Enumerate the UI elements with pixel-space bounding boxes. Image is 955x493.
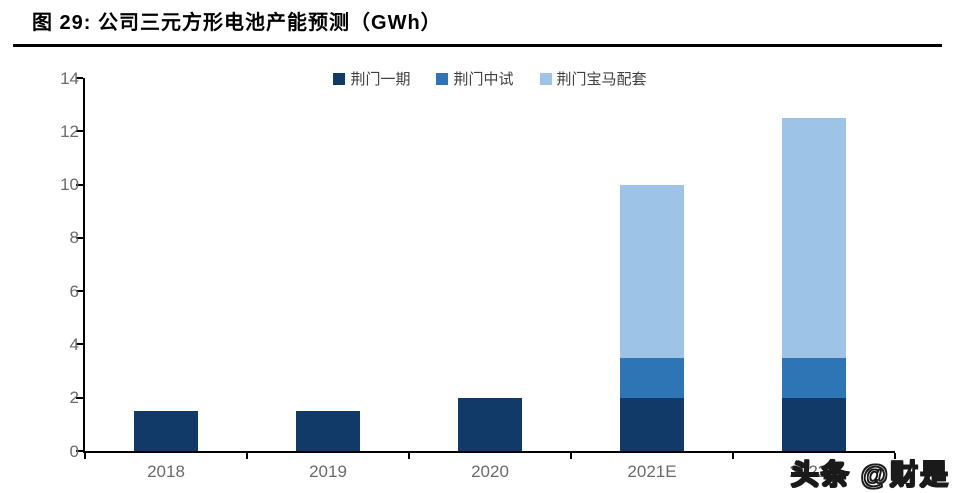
bar-segment-荆门中试 <box>782 357 846 398</box>
bar-stack-2021E <box>620 184 684 451</box>
x-axis-category-label: 2022E <box>789 462 839 481</box>
x-axis-tick <box>570 453 572 459</box>
figure-title: 图 29: 公司三元方形电池产能预测（GWh） <box>32 12 442 34</box>
y-axis-tick <box>76 450 83 452</box>
bar-segment-荆门一期 <box>458 397 522 451</box>
plot-area: 0 2 4 6 8 10 12 14 2018 2019 2020 2021E 2022E <box>60 70 896 481</box>
legend-swatch-icon <box>333 72 346 85</box>
bar-stack-2018 <box>134 411 198 451</box>
y-axis-tick <box>76 343 83 346</box>
legend-item-2: 荆门中试 <box>436 68 514 89</box>
x-axis-category-label: 2018 <box>147 462 185 481</box>
y-axis-tick-label: 6 <box>69 281 79 301</box>
y-axis-tick-label: 12 <box>60 121 79 141</box>
watermark: 头条 @财是 <box>790 458 950 491</box>
x-axis-category-label: 2020 <box>471 462 509 481</box>
legend-label: 荆门中试 <box>453 71 514 88</box>
x-axis-tick <box>408 453 410 459</box>
y-axis-tick-label: 2 <box>69 388 79 408</box>
x-axis-tick <box>84 453 86 459</box>
y-axis-tick-label: 10 <box>60 175 79 195</box>
legend-item-1: 荆门一期 <box>333 68 410 89</box>
legend-item-3: 荆门宝马配套 <box>539 68 647 89</box>
y-axis-tick-label: 0 <box>69 441 79 461</box>
bar-segment-荆门一期 <box>134 411 198 451</box>
y-axis-tick <box>76 236 83 239</box>
y-axis-tick-label: 8 <box>69 228 79 248</box>
bar-segment-荆门一期 <box>782 397 846 451</box>
bar-segment-荆门宝马配套 <box>782 117 846 358</box>
y-axis-tick <box>76 130 83 133</box>
bar-segment-荆门中试 <box>620 357 684 398</box>
y-axis-line <box>83 78 85 453</box>
bar-slot-2020 <box>409 78 571 451</box>
bar-slot-2021E <box>571 78 733 451</box>
bar-stack-2022E <box>782 117 846 451</box>
y-axis-tick <box>76 396 83 399</box>
legend-label: 荆门宝马配套 <box>556 71 647 88</box>
bar-stack-2020 <box>458 397 522 451</box>
y-axis-tick-label: 14 <box>60 68 79 88</box>
x-axis-tick <box>246 453 248 459</box>
x-axis-category-label: 2021E <box>627 462 677 481</box>
bar-segment-荆门一期 <box>296 411 360 451</box>
bar-slot-2022E <box>733 78 895 451</box>
y-axis-tick <box>76 77 83 79</box>
x-axis-tick <box>732 453 734 459</box>
bar-segment-荆门宝马配套 <box>620 184 684 358</box>
x-axis-category-label: 2019 <box>309 462 347 481</box>
bar-segment-荆门一期 <box>620 397 684 451</box>
bar-slot-2019 <box>247 78 409 451</box>
x-axis-line <box>83 451 895 453</box>
bar-stack-2019 <box>296 411 360 451</box>
legend-label: 荆门一期 <box>350 71 411 88</box>
y-axis-tick <box>76 290 83 293</box>
y-axis-tick-label: 4 <box>69 334 79 354</box>
bar-slot-2018 <box>85 78 247 451</box>
chart-legend: 荆门一期 荆门中试 荆门宝马配套 <box>85 68 895 89</box>
x-axis-tick <box>894 453 896 459</box>
y-axis-tick <box>76 183 83 186</box>
legend-swatch-icon <box>539 72 552 85</box>
header-divider <box>13 44 942 47</box>
legend-swatch-icon <box>436 72 449 85</box>
